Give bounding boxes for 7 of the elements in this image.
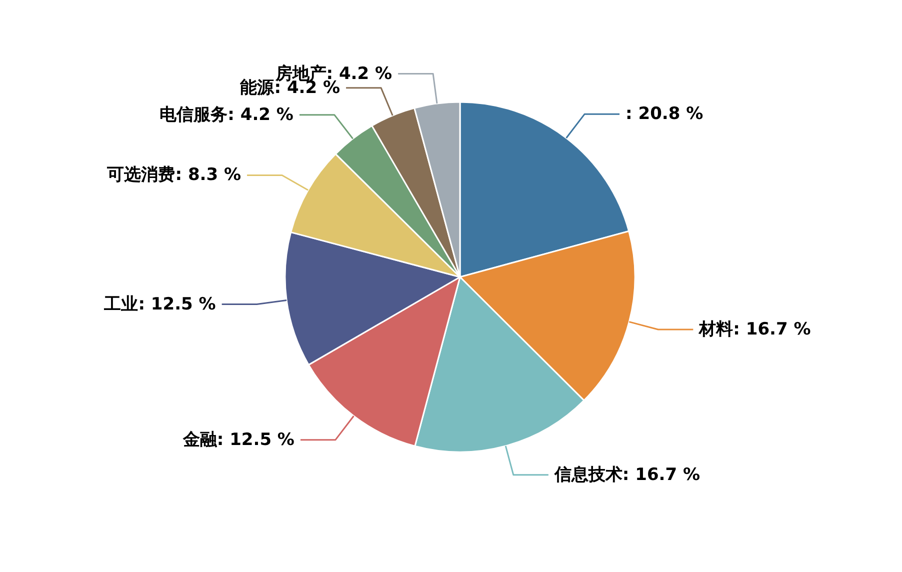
data-label: : 20.8 % bbox=[626, 104, 704, 124]
slice-label: 工业: 12.5 % bbox=[103, 294, 216, 314]
slice-label: 材料: 16.7 % bbox=[698, 319, 811, 340]
slice-label: 信息技术: 16.7 % bbox=[553, 464, 700, 485]
slice-label: 金融: 12.5 % bbox=[182, 430, 294, 450]
slice-label: 可选消费: 8.3 % bbox=[106, 165, 242, 186]
slice-label: 电信服务: 4.2 % bbox=[160, 104, 294, 125]
